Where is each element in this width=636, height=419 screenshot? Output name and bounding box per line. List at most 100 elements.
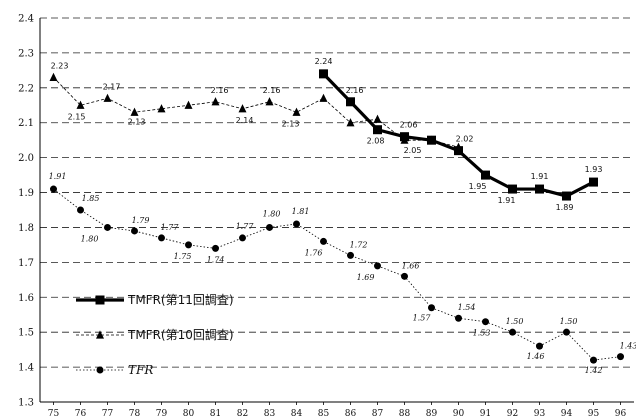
- data-label: 1.50: [560, 317, 578, 326]
- point: [293, 220, 300, 228]
- x-tick-label: 96: [615, 409, 627, 419]
- point: [239, 234, 246, 242]
- x-tick-label: 95: [588, 409, 600, 419]
- y-tick-label: 1.4: [18, 363, 34, 374]
- data-label: 1.53: [473, 329, 491, 338]
- x-tick-label: 85: [318, 409, 330, 419]
- data-label: 1.57: [413, 314, 432, 323]
- data-label: 1.74: [207, 255, 225, 264]
- data-label: 2.15: [68, 112, 86, 121]
- point: [319, 93, 328, 102]
- point: [373, 114, 382, 123]
- point: [401, 272, 408, 280]
- data-label: 1.76: [305, 248, 323, 257]
- point: [373, 125, 382, 135]
- data-label: 1.75: [174, 252, 192, 261]
- y-tick-label: 2.3: [18, 48, 34, 59]
- point: [103, 93, 112, 102]
- point: [265, 97, 274, 106]
- point: [266, 223, 273, 231]
- x-tick-label: 89: [426, 409, 438, 419]
- y-tick-label: 1.5: [18, 328, 34, 339]
- point: [481, 170, 490, 180]
- data-label: 1.80: [81, 234, 99, 243]
- y-tick-label: 2.1: [18, 118, 34, 129]
- x-tick-label: 90: [453, 409, 465, 419]
- data-label: 1.42: [585, 366, 603, 375]
- data-label: 1.85: [82, 194, 100, 203]
- point: [49, 72, 58, 81]
- point: [346, 118, 355, 127]
- legend-label: TMFR(第11回調査): [127, 293, 234, 307]
- data-label: 1.72: [350, 240, 368, 249]
- y-tick-label: 1.9: [18, 188, 34, 199]
- data-labels: 1.91 1.85 1.80 1.79 1.77 1.75 1.74 1.77 1.80 1.81…: [49, 57, 636, 375]
- point: [238, 104, 247, 113]
- gridlines: [40, 17, 634, 403]
- x-tick-label: 79: [156, 409, 168, 419]
- legend-item: TMFR(第10回調査): [76, 328, 234, 342]
- point: [77, 206, 84, 214]
- point: [509, 328, 516, 336]
- point: [455, 314, 462, 322]
- point: [374, 262, 381, 270]
- data-label: 2.05: [404, 146, 422, 155]
- point: [212, 244, 219, 252]
- point: [347, 251, 354, 259]
- data-label: 1.69: [357, 273, 375, 282]
- data-label: 2.13: [128, 117, 146, 126]
- point: [536, 342, 543, 350]
- data-label: 1.91: [498, 196, 516, 205]
- x-tick-label: 87: [372, 409, 384, 419]
- x-tick-label: 81: [210, 409, 221, 419]
- data-label: 2.16: [346, 86, 364, 95]
- y-tick-label: 2.0: [18, 153, 34, 164]
- data-label: 1.93: [585, 165, 603, 174]
- x-tick-label: 78: [129, 409, 141, 419]
- x-tick-label: 76: [75, 409, 87, 419]
- point: [76, 100, 85, 109]
- data-label: 2.02: [456, 135, 474, 144]
- data-label: 1.81: [292, 207, 310, 216]
- series-tfr: [50, 185, 624, 364]
- data-label: 1.50: [506, 317, 524, 326]
- point: [131, 227, 138, 235]
- data-label: 1.91: [49, 172, 67, 181]
- data-label: 1.79: [132, 216, 150, 225]
- data-label: 1.54: [458, 303, 476, 312]
- x-tick-label: 94: [561, 409, 573, 419]
- point: [400, 132, 409, 142]
- y-tick-label: 2.2: [18, 83, 34, 94]
- data-label: 1.43: [620, 342, 636, 351]
- point: [320, 237, 327, 245]
- x-tick-label: 91: [480, 409, 491, 419]
- x-tick-label: 93: [534, 409, 546, 419]
- axes: 1.3 1.4 1.5 1.6 1.7 1.8 1.9 2.0 2.1 2.2 2.3 2.4 75 76…: [18, 14, 634, 419]
- data-label: 2.16: [211, 86, 229, 95]
- x-tick-label: 75: [48, 409, 60, 419]
- point: [292, 107, 301, 116]
- data-label: 1.77: [236, 222, 255, 231]
- point: [589, 177, 598, 187]
- point: [319, 69, 328, 79]
- x-tick-label: 77: [102, 409, 114, 419]
- data-label: 2.23: [51, 61, 69, 70]
- point: [95, 295, 105, 305]
- data-label: 2.06: [400, 121, 418, 130]
- series-line: [53, 188, 621, 361]
- data-label: 2.08: [367, 137, 385, 146]
- x-tick-label: 80: [183, 409, 195, 419]
- data-label: 1.77: [161, 223, 180, 232]
- point: [96, 366, 104, 374]
- legend-label: TMFR(第10回調査): [127, 328, 234, 342]
- data-label: 1.95: [469, 182, 487, 191]
- point: [346, 97, 355, 107]
- data-label: 2.14: [236, 116, 254, 125]
- data-label: 1.89: [556, 203, 574, 212]
- point: [428, 304, 435, 312]
- y-tick-label: 1.7: [18, 258, 34, 269]
- data-label: 2.24: [315, 57, 333, 66]
- point: [50, 185, 57, 193]
